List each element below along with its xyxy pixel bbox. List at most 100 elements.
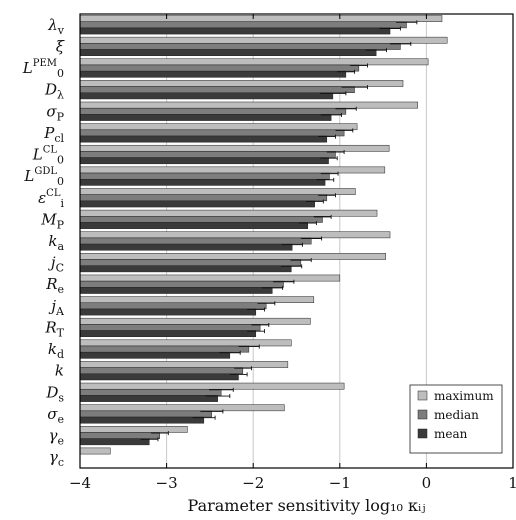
legend-label-mean: mean — [434, 427, 468, 441]
bar-mean — [79, 308, 257, 316]
bar-median — [79, 151, 336, 158]
bar-median — [79, 237, 312, 245]
legend-label-maximum: maximum — [434, 389, 494, 403]
bar-mean — [79, 395, 218, 402]
bar-mean — [79, 49, 377, 56]
bar-maximum — [79, 101, 418, 109]
bar-mean — [79, 157, 329, 165]
param-label: εCLi — [38, 188, 64, 210]
bar-median — [79, 21, 407, 29]
bar-mean — [79, 222, 309, 229]
bar-mean — [79, 287, 273, 294]
y-axis-labels: λvξ LPEM0DλσPPclLCL0LGDL0εCLiMPkajCRejART… — [22, 16, 65, 469]
param-label: MP — [40, 210, 64, 231]
x-tick-label: −1 — [329, 474, 351, 492]
bar-median — [79, 345, 250, 353]
param-label: γc — [49, 448, 64, 469]
x-tick-label: −4 — [69, 474, 91, 492]
bar-median — [79, 302, 267, 310]
param-label: RT — [44, 318, 64, 339]
bar-maximum — [79, 144, 390, 152]
param-label: γe — [49, 427, 64, 448]
bar-mean — [79, 27, 391, 35]
legend: maximum median mean — [409, 384, 503, 454]
legend-swatch-mean — [417, 428, 428, 439]
bar-maximum — [79, 361, 289, 368]
bar-maximum — [79, 447, 111, 455]
bar-mean — [79, 438, 150, 446]
param-label: Ds — [45, 383, 64, 404]
bar-maximum — [79, 404, 285, 412]
x-tick-label: 0 — [422, 474, 432, 492]
bar-median — [79, 388, 222, 396]
param-label: jA — [48, 297, 65, 318]
param-label: LCL0 — [32, 145, 64, 167]
bar-median — [79, 410, 212, 418]
bar-median — [79, 64, 360, 72]
bar-maximum — [79, 382, 345, 390]
bar-maximum — [79, 317, 311, 325]
bar-median — [79, 172, 330, 180]
bar-median — [79, 194, 328, 202]
bar-maximum — [79, 188, 356, 195]
bar-median — [79, 259, 302, 266]
bar-maximum — [79, 231, 391, 239]
bar-maximum — [79, 123, 358, 131]
bar-mean — [79, 416, 205, 424]
bar-median — [79, 107, 347, 115]
param-label: σP — [46, 102, 64, 123]
bar-mean — [79, 351, 231, 359]
bar-median — [79, 43, 401, 50]
bar-maximum — [79, 166, 386, 174]
param-label: σe — [47, 405, 64, 426]
param-label: kd — [48, 340, 64, 361]
x-tick-label: 1 — [508, 474, 516, 492]
bar-maximum — [79, 58, 429, 66]
bar-maximum — [79, 15, 443, 22]
bar-mean — [79, 114, 332, 121]
bar-maximum — [79, 36, 448, 44]
bar-maximum — [79, 274, 341, 282]
param-label: λv — [47, 16, 65, 37]
bar-median — [79, 432, 160, 439]
param-label: LGDL0 — [23, 166, 64, 188]
bar-maximum — [79, 253, 386, 260]
bar-median — [79, 367, 244, 375]
bars — [79, 15, 448, 455]
x-tick-label: −2 — [242, 474, 264, 492]
bar-maximum — [79, 296, 315, 304]
bar-median — [79, 86, 355, 94]
plot-frame — [79, 13, 514, 469]
bar-mean — [79, 200, 315, 208]
bar-mean — [79, 243, 293, 251]
param-label: Re — [45, 275, 64, 296]
bar-median — [79, 280, 284, 288]
bar-mean — [79, 265, 292, 273]
x-axis-ticks: −4 −3 −2 −1 0 1 — [69, 14, 516, 492]
bar-mean — [79, 70, 347, 78]
x-axis-label: Parameter sensitivity log₁₀ κᵢⱼ — [188, 496, 426, 515]
param-label: Pcl — [43, 124, 64, 145]
bar-mean — [79, 92, 334, 100]
bar-median — [79, 216, 323, 223]
bar-median — [79, 129, 345, 137]
legend-swatch-maximum — [417, 390, 428, 401]
x-tick-label: −3 — [156, 474, 178, 492]
param-label: k — [55, 362, 64, 380]
bar-maximum — [79, 426, 188, 433]
legend-swatch-median — [417, 409, 428, 420]
bar-maximum — [79, 209, 378, 217]
param-label: Dλ — [44, 81, 64, 102]
bar-mean — [79, 135, 328, 143]
param-label: ξ — [56, 37, 65, 55]
bar-mean — [79, 178, 326, 186]
param-label: ka — [48, 232, 64, 253]
param-label: jC — [48, 254, 64, 275]
bar-median — [79, 324, 261, 331]
bar-maximum — [79, 80, 404, 87]
bar-mean — [79, 330, 257, 338]
bar-mean — [79, 373, 239, 381]
param-label: LPEM0 — [22, 58, 64, 80]
legend-label-median: median — [434, 408, 479, 422]
